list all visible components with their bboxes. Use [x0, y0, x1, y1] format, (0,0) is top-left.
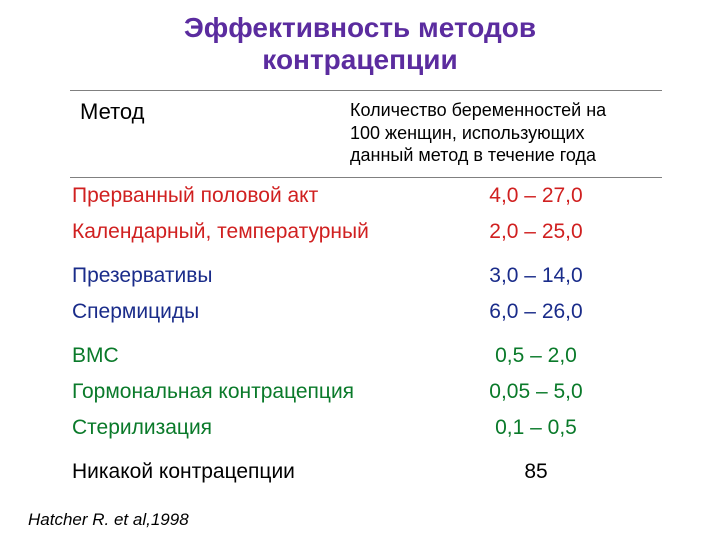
- method-cell: ВМС: [70, 344, 410, 368]
- value-cell: 3,0 – 14,0: [410, 264, 662, 288]
- table-header-row: Метод Количество беременностей на 100 же…: [70, 90, 662, 178]
- value-cell: 85: [410, 460, 662, 484]
- method-cell: Стерилизация: [70, 416, 410, 440]
- value-cell: 0,5 – 2,0: [410, 344, 662, 368]
- method-cell: Спермициды: [70, 300, 410, 324]
- table-row: Гормональная контрацепция0,05 – 5,0: [70, 374, 662, 410]
- value-cell: 0,05 – 5,0: [410, 380, 662, 404]
- title-line-2: контрацепции: [262, 44, 457, 75]
- header-value: Количество беременностей на 100 женщин, …: [350, 99, 662, 167]
- value-cell: 6,0 – 26,0: [410, 300, 662, 324]
- value-cell: 2,0 – 25,0: [410, 220, 662, 244]
- method-cell: Календарный, температурный: [70, 220, 410, 244]
- table-row: Стерилизация0,1 – 0,5: [70, 410, 662, 454]
- page-title: Эффективность методов контрацепции: [0, 0, 720, 76]
- table-row: Спермициды6,0 – 26,0: [70, 294, 662, 338]
- method-cell: Прерванный половой акт: [70, 184, 410, 208]
- table-row: Прерванный половой акт4,0 – 27,0: [70, 178, 662, 214]
- table-body: Прерванный половой акт4,0 – 27,0Календар…: [70, 178, 662, 490]
- table-row: Презервативы3,0 – 14,0: [70, 258, 662, 294]
- method-cell: Гормональная контрацепция: [70, 380, 410, 404]
- value-cell: 0,1 – 0,5: [410, 416, 662, 440]
- citation: Hatcher R. et al,1998: [28, 510, 189, 530]
- title-line-1: Эффективность методов: [184, 12, 536, 43]
- method-cell: Никакой контрацепции: [70, 460, 410, 484]
- table-row: ВМС0,5 – 2,0: [70, 338, 662, 374]
- effectiveness-table: Метод Количество беременностей на 100 же…: [70, 90, 662, 490]
- method-cell: Презервативы: [70, 264, 410, 288]
- table-row: Никакой контрацепции85: [70, 454, 662, 490]
- table-row: Календарный, температурный2,0 – 25,0: [70, 214, 662, 258]
- value-cell: 4,0 – 27,0: [410, 184, 662, 208]
- header-method: Метод: [70, 99, 350, 167]
